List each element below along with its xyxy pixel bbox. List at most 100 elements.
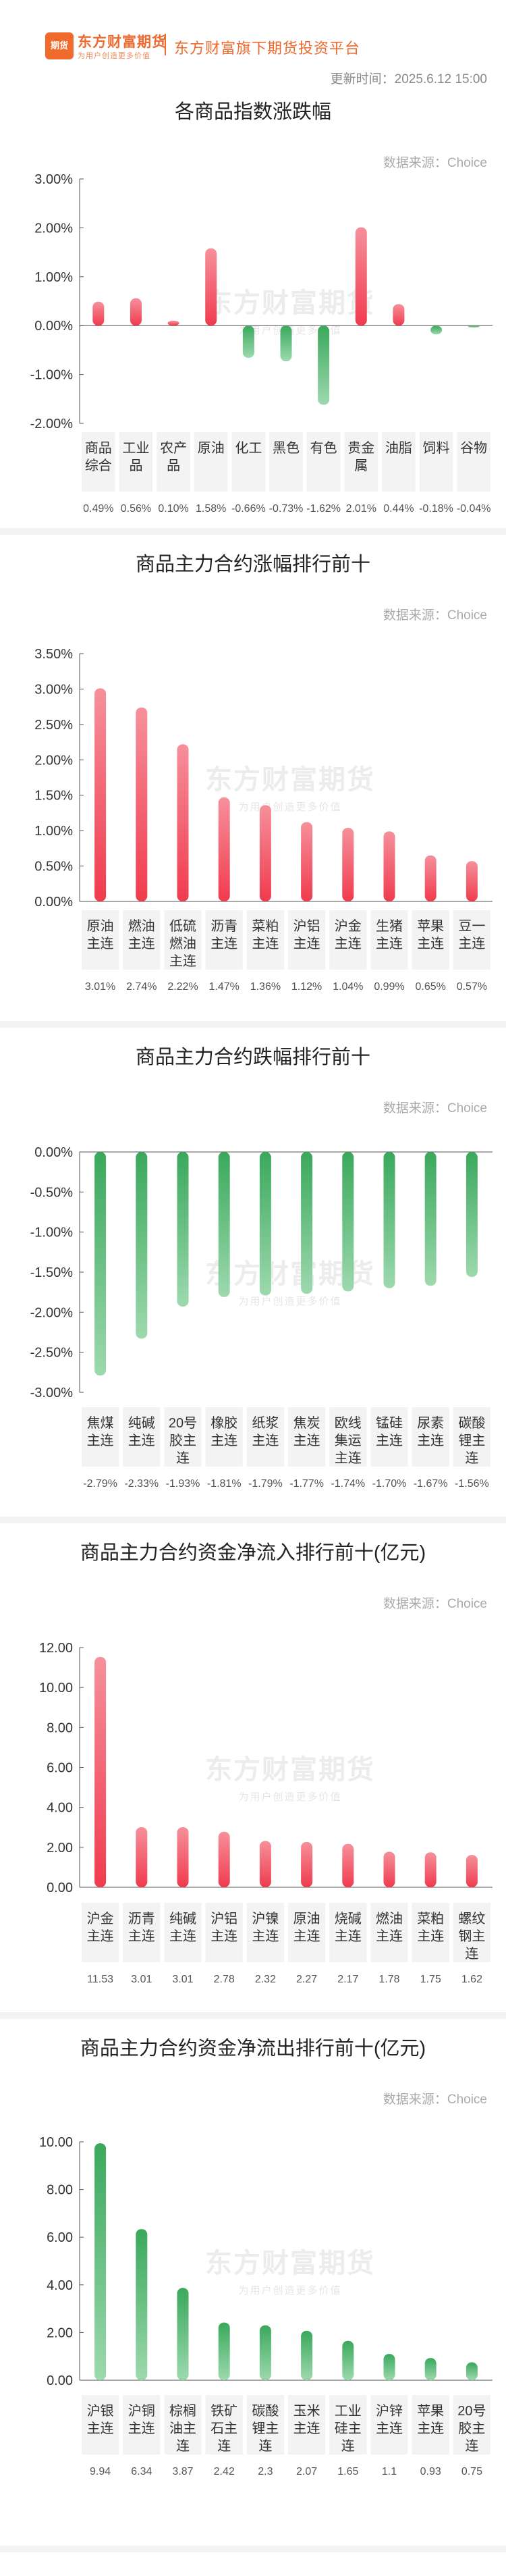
category-label: 主连 xyxy=(417,1433,444,1448)
category-cell xyxy=(82,910,119,970)
category-label: 主连 xyxy=(293,2421,320,2436)
y-tick-label: 2.00% xyxy=(34,753,73,768)
bar xyxy=(136,1826,148,1887)
chart-svg: 0.00% -0.50% -1.00% -1.50% -2.00% -2.50% -3.00… xyxy=(30,1145,493,1490)
category-label: 主连 xyxy=(458,936,485,951)
category-label: 20号 xyxy=(169,1416,197,1431)
category-cell xyxy=(164,1407,202,1467)
y-tick-label: 0.00 xyxy=(47,2373,73,2388)
bar xyxy=(301,822,313,901)
value-label: 0.65% xyxy=(416,981,446,993)
y-tick-label: 2.00 xyxy=(47,2325,73,2340)
value-label: -0.18% xyxy=(419,503,453,515)
category-label: 原油 xyxy=(293,1911,320,1926)
category-label: 纸浆 xyxy=(252,1415,279,1431)
category-label: 主连 xyxy=(376,936,403,951)
y-tick-label: 1.50% xyxy=(34,789,73,804)
category-label: 胶主 xyxy=(458,2421,485,2436)
category-label: 连 xyxy=(217,2438,231,2454)
category-cell xyxy=(82,1407,119,1467)
bar xyxy=(92,301,105,326)
category-cell xyxy=(344,432,378,492)
category-cell xyxy=(164,1903,202,1962)
bar xyxy=(355,227,367,326)
bar xyxy=(301,2330,313,2380)
value-label: -1.93% xyxy=(166,1478,200,1490)
category-label: 沪金 xyxy=(87,1911,114,1926)
bar xyxy=(383,831,395,901)
value-label: -2.79% xyxy=(83,1478,117,1490)
category-label: 纯碱 xyxy=(128,1415,155,1431)
y-tick-label: -2.50% xyxy=(30,1346,74,1361)
category-cell xyxy=(164,2395,202,2454)
page-header: 期货 东方财富期货 为用户创造更多价值 东方财富旗下期货投资平台 xyxy=(0,0,506,61)
bar xyxy=(177,2288,189,2380)
y-tick-label: 6.00 xyxy=(47,1761,73,1776)
value-label: 0.49% xyxy=(83,503,113,515)
category-cell xyxy=(370,2395,408,2454)
y-tick-label: 3.00% xyxy=(34,172,73,187)
y-tick-label: 10.00 xyxy=(39,2135,73,2150)
category-label: 主连 xyxy=(376,1928,403,1944)
category-label: 主连 xyxy=(252,1928,279,1944)
value-label: 3.01 xyxy=(131,1974,152,1985)
category-label: 主连 xyxy=(128,2421,155,2436)
update-time: 更新时间：2025.6.12 15:00 xyxy=(330,72,487,86)
bar xyxy=(342,827,354,901)
category-cell xyxy=(164,910,202,970)
category-label: 沪银 xyxy=(87,2403,114,2419)
category-label: 工业 xyxy=(122,440,149,456)
category-cell xyxy=(205,1903,243,1962)
category-cell xyxy=(119,432,153,492)
category-label: 主连 xyxy=(210,936,237,951)
category-label: 20号 xyxy=(457,2404,486,2419)
category-label: 碳酸 xyxy=(458,1415,485,1431)
category-cell xyxy=(329,2395,367,2454)
value-label: 2.22% xyxy=(167,981,198,993)
bar xyxy=(218,1152,230,1297)
y-tick-label: 0.50% xyxy=(34,860,73,874)
category-label: 主连 xyxy=(335,1450,362,1466)
category-cell xyxy=(82,2395,119,2454)
chart-title: 商品主力合约跌幅排行前十 xyxy=(135,1047,370,1068)
section-separator xyxy=(0,1021,506,1028)
bar xyxy=(424,2358,437,2380)
category-cell xyxy=(419,432,453,492)
category-cell xyxy=(246,1407,284,1467)
value-label: 0.75 xyxy=(461,2466,482,2477)
category-label: 商品 xyxy=(85,440,112,456)
category-label: 主连 xyxy=(417,2421,444,2436)
category-label: 欧线 xyxy=(335,1415,362,1431)
bar xyxy=(94,1656,107,1887)
value-label: 1.04% xyxy=(333,981,363,993)
category-label: 连 xyxy=(258,2438,272,2454)
category-label: 生猪 xyxy=(376,918,403,934)
y-tick-label: 4.00 xyxy=(47,1801,73,1816)
bar xyxy=(94,688,107,901)
bar xyxy=(136,1152,148,1339)
category-label: 主连 xyxy=(169,1928,196,1944)
category-label: 石主 xyxy=(210,2421,237,2436)
y-tick-label: 0.00% xyxy=(34,1145,73,1160)
category-cell xyxy=(123,2395,161,2454)
category-label: 橡胶 xyxy=(210,1415,237,1431)
category-label: 谷物 xyxy=(460,440,487,456)
category-label: 化工 xyxy=(235,440,262,456)
brand-divider xyxy=(165,34,166,55)
bar xyxy=(424,1152,437,1286)
category-label: 综合 xyxy=(85,458,112,473)
bar xyxy=(205,248,217,326)
category-cell xyxy=(412,1903,449,1962)
bar xyxy=(342,1843,354,1887)
bar xyxy=(430,325,443,335)
data-source-label: 数据来源：Choice xyxy=(383,1101,487,1115)
category-label: 连 xyxy=(465,1450,478,1466)
category-cell xyxy=(329,1903,367,1962)
y-tick-label: 2.50% xyxy=(34,718,73,733)
category-cell xyxy=(123,1407,161,1467)
value-label: 1.65 xyxy=(337,2466,358,2477)
category-label: 主连 xyxy=(376,2421,403,2436)
bar xyxy=(177,1826,189,1887)
value-label: -1.79% xyxy=(248,1478,283,1490)
